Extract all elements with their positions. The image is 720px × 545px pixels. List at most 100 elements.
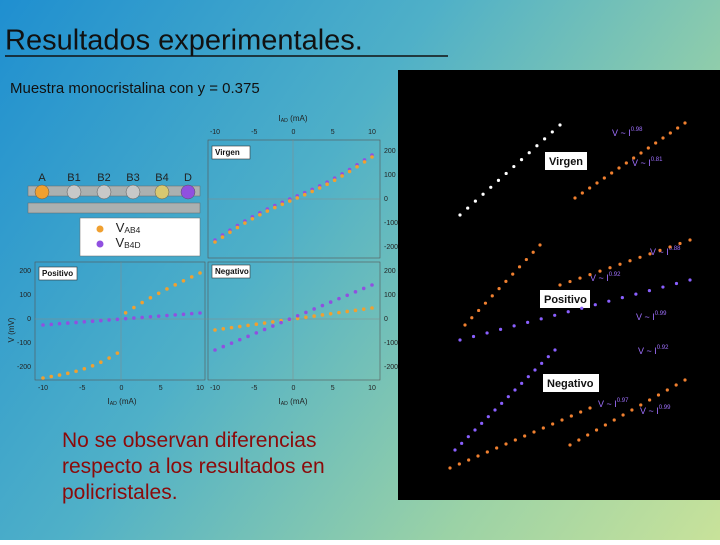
- curve-dot: [610, 171, 614, 175]
- contact: [66, 184, 82, 200]
- curve-dot: [588, 186, 592, 190]
- power-law-base: V ~ I: [638, 346, 657, 356]
- curve-dot: [550, 130, 554, 134]
- curve-dot: [617, 166, 621, 170]
- x-tick-label: 10: [196, 385, 204, 392]
- title: Resultados experimentales.: [5, 25, 363, 57]
- curve-dot: [568, 279, 572, 284]
- curve-dot: [361, 286, 366, 291]
- curve-dot: [632, 156, 636, 160]
- power-law: V ~ I0.99: [640, 405, 671, 417]
- curve-dot: [512, 164, 516, 169]
- curve-dot: [485, 450, 489, 454]
- curve-dot: [320, 313, 325, 317]
- curve-dot: [607, 299, 611, 303]
- legend-label-sub: AB4: [124, 225, 140, 235]
- x-axis-label-unit: (mA): [117, 397, 137, 406]
- curve-dot: [586, 433, 590, 437]
- curve-dot: [90, 319, 95, 324]
- curve-dot: [246, 334, 250, 339]
- curve-dot: [148, 295, 153, 300]
- curve-dot: [558, 283, 562, 287]
- y-tick-label: -200: [384, 364, 398, 371]
- x-tick-label: 0: [292, 385, 296, 392]
- curve-dot: [115, 317, 120, 322]
- curve-dot: [674, 383, 678, 387]
- power-law: V ~ I0.99: [636, 311, 667, 323]
- curve-dot: [99, 360, 103, 365]
- panel-label-box: [38, 266, 78, 281]
- curve-dot: [526, 320, 530, 324]
- curve-dot: [683, 378, 687, 382]
- curve-dot: [220, 235, 225, 239]
- x-tick-label: 10: [368, 385, 376, 392]
- curve-dot: [279, 320, 283, 325]
- curve-dot: [82, 366, 87, 371]
- power-law-base: V ~ I: [640, 406, 659, 416]
- curve-dot: [485, 331, 489, 335]
- curve-dot: [57, 321, 62, 326]
- power-law-base: V ~ I: [598, 399, 617, 409]
- curve-dot: [361, 307, 366, 311]
- curve-dot: [448, 466, 452, 470]
- y-tick-label: -200: [384, 244, 398, 251]
- curve-dot: [560, 418, 564, 422]
- curve-dot: [506, 395, 510, 399]
- curve-dot: [668, 131, 672, 135]
- curve-dot: [598, 269, 602, 273]
- curve-dot: [337, 310, 341, 315]
- curve-dot: [213, 240, 217, 244]
- sample-bar: [27, 185, 201, 197]
- curve-dot: [661, 285, 665, 289]
- curve-dot: [578, 276, 582, 280]
- curve-dot: [654, 141, 658, 145]
- curve-dot: [688, 278, 692, 282]
- curve-dot: [453, 448, 457, 452]
- curve-dot: [273, 205, 277, 210]
- curve-dot: [471, 334, 476, 339]
- curve-dot: [246, 323, 250, 328]
- curve-dot: [621, 413, 625, 417]
- curve-dot: [634, 292, 638, 296]
- curve-dot: [496, 178, 501, 182]
- curve-dot: [477, 308, 481, 313]
- y-tick-label: -100: [17, 340, 31, 347]
- contact: [154, 184, 170, 200]
- curve-dot: [213, 348, 217, 352]
- contact-label: B1: [67, 172, 80, 184]
- curve-dot: [370, 306, 374, 310]
- curve-dot: [340, 174, 344, 178]
- curve-dot: [658, 248, 662, 252]
- curve-dot: [683, 121, 687, 125]
- curve-dot: [132, 316, 136, 320]
- contact-label: B4: [155, 172, 168, 184]
- curve-dot: [517, 265, 522, 269]
- panel-frame: [207, 261, 381, 381]
- x-tick-label: -10: [210, 129, 220, 136]
- curve-dot: [588, 273, 592, 277]
- power-law-base: V ~ I: [590, 273, 609, 283]
- y-tick-label: 100: [384, 292, 396, 299]
- curve-dot: [504, 442, 508, 446]
- curve-dot: [328, 311, 333, 316]
- curve-dot: [237, 337, 242, 342]
- curve-dot: [553, 313, 557, 317]
- curve-dot: [460, 441, 464, 445]
- panel-label: Negativo: [215, 267, 249, 276]
- curve-dot: [140, 315, 144, 320]
- curve-dot: [481, 192, 485, 196]
- curve-dot: [353, 290, 358, 294]
- photo-label-box: [540, 290, 590, 308]
- power-law-base: V ~ I: [650, 247, 669, 257]
- contact-label: A: [38, 172, 46, 184]
- power-law-exp: 0.88: [669, 246, 681, 252]
- x-tick-label: 0: [292, 129, 296, 136]
- curve-dot: [647, 288, 652, 293]
- curve-dot: [513, 438, 517, 442]
- y-tick-label: 0: [384, 316, 388, 323]
- curve-dot: [535, 144, 539, 148]
- curve-dot: [546, 355, 550, 359]
- curve-dot: [457, 462, 461, 466]
- x-axis-label-sub: AD: [110, 401, 117, 407]
- contact-label: D: [184, 172, 192, 184]
